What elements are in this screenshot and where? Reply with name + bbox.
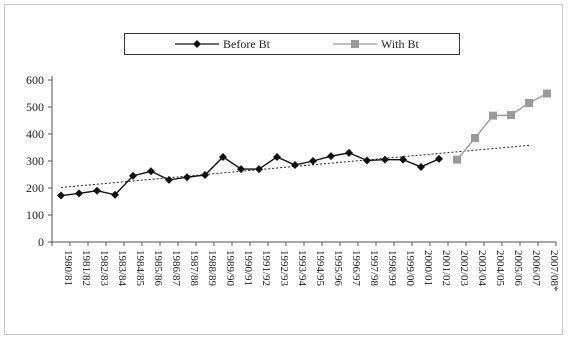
data-point-before-bt [327, 152, 335, 161]
data-point-with-bt [507, 111, 515, 120]
x-tick-label: 1997/98 [368, 250, 380, 287]
data-point-before-bt [417, 162, 425, 171]
x-tick-label: 2005/06 [512, 250, 524, 287]
data-point-before-bt [111, 190, 119, 199]
data-point-before-bt [219, 152, 227, 161]
data-point-before-bt [435, 154, 443, 163]
series-line-with-bt [456, 92, 548, 161]
x-tick-label: 1994/95 [314, 250, 326, 287]
x-tick-label: 1989/90 [224, 250, 236, 287]
data-point-before-bt [237, 165, 245, 174]
x-tick-label: 1984/85 [134, 250, 146, 287]
data-point-before-bt [147, 167, 155, 176]
chart-legend: Before Bt With Bt [124, 33, 460, 55]
x-tick-label: 1988/89 [206, 250, 218, 287]
data-point-before-bt [93, 186, 101, 195]
data-point-before-bt [309, 157, 317, 165]
data-point-before-bt [183, 173, 191, 182]
legend-swatch-before-bt [175, 40, 219, 48]
chart-axes [48, 76, 557, 246]
data-point-before-bt [345, 148, 353, 157]
x-tick-label: 1996/97 [350, 250, 362, 287]
x-tick-label: 1993/94 [296, 250, 308, 287]
data-point-before-bt [363, 156, 371, 165]
data-point-before-bt [165, 175, 173, 184]
series-line-before-bt [60, 152, 440, 197]
x-tick-label: 1998/99 [386, 250, 398, 287]
x-tick-label: 1992/93 [278, 250, 290, 287]
x-tick-label: 1990/91 [242, 250, 254, 286]
y-tick-label: 400 [26, 127, 44, 141]
data-point-before-bt [57, 191, 65, 200]
x-tick-label: 2007/08* [548, 250, 560, 292]
data-point-with-bt [453, 155, 461, 164]
x-tick-label: 2004/05 [494, 250, 506, 287]
x-tick-label: 1987/88 [188, 250, 200, 287]
x-tick-label: 1986/87 [170, 250, 182, 287]
legend-swatch-with-bt [333, 40, 377, 48]
data-point-with-bt [489, 111, 497, 120]
y-tick-label: 500 [26, 100, 44, 114]
x-tick-label: 2003/04 [476, 250, 488, 287]
x-tick-label: 1982/83 [98, 250, 110, 287]
x-tick-label: 1980/81 [62, 250, 74, 286]
legend-entry-with-bt: With Bt [333, 34, 419, 54]
x-tick-labels: 1980/81 1981/82 1982/83 1983/84 1984/85 1985/… [62, 250, 560, 292]
x-tick-label: 1983/84 [116, 250, 128, 287]
legend-label-with-bt: With Bt [381, 36, 419, 51]
y-tick-label: 300 [26, 154, 44, 168]
x-tick-label: 1995/96 [332, 250, 344, 287]
x-tick-label: 2006/07 [530, 250, 542, 287]
legend-entry-before-bt: Before Bt [175, 34, 270, 54]
legend-label-before-bt: Before Bt [223, 36, 270, 51]
y-tick-label: 0 [38, 235, 44, 249]
data-point-before-bt [129, 171, 137, 180]
data-point-before-bt [201, 171, 209, 180]
x-tick-label: 1985/86 [152, 250, 164, 287]
x-tick-label: 1999/00 [404, 250, 416, 287]
y-tick-labels: 0 100 200 300 400 500 600 [26, 73, 44, 249]
series-group [57, 89, 551, 200]
y-tick-label: 100 [26, 208, 44, 222]
data-point-before-bt [273, 152, 281, 161]
data-point-before-bt [291, 161, 299, 170]
data-point-before-bt [381, 155, 389, 164]
y-tick-label: 200 [26, 181, 44, 195]
x-tick-label: 2001/02 [440, 250, 452, 286]
x-tick-label: 1991/92 [260, 250, 272, 286]
chart-frame [4, 4, 563, 335]
y-tick-label: 600 [26, 73, 44, 87]
data-point-before-bt [75, 189, 83, 198]
x-tick-label: 2000/01 [422, 250, 434, 286]
data-point-before-bt [399, 155, 407, 164]
x-tick-label: 1981/82 [80, 250, 92, 286]
x-tick-label: 2002/03 [458, 250, 470, 287]
data-point-before-bt [255, 165, 263, 174]
data-point-with-bt [543, 89, 551, 98]
data-point-with-bt [471, 134, 479, 143]
data-point-with-bt [525, 98, 533, 107]
